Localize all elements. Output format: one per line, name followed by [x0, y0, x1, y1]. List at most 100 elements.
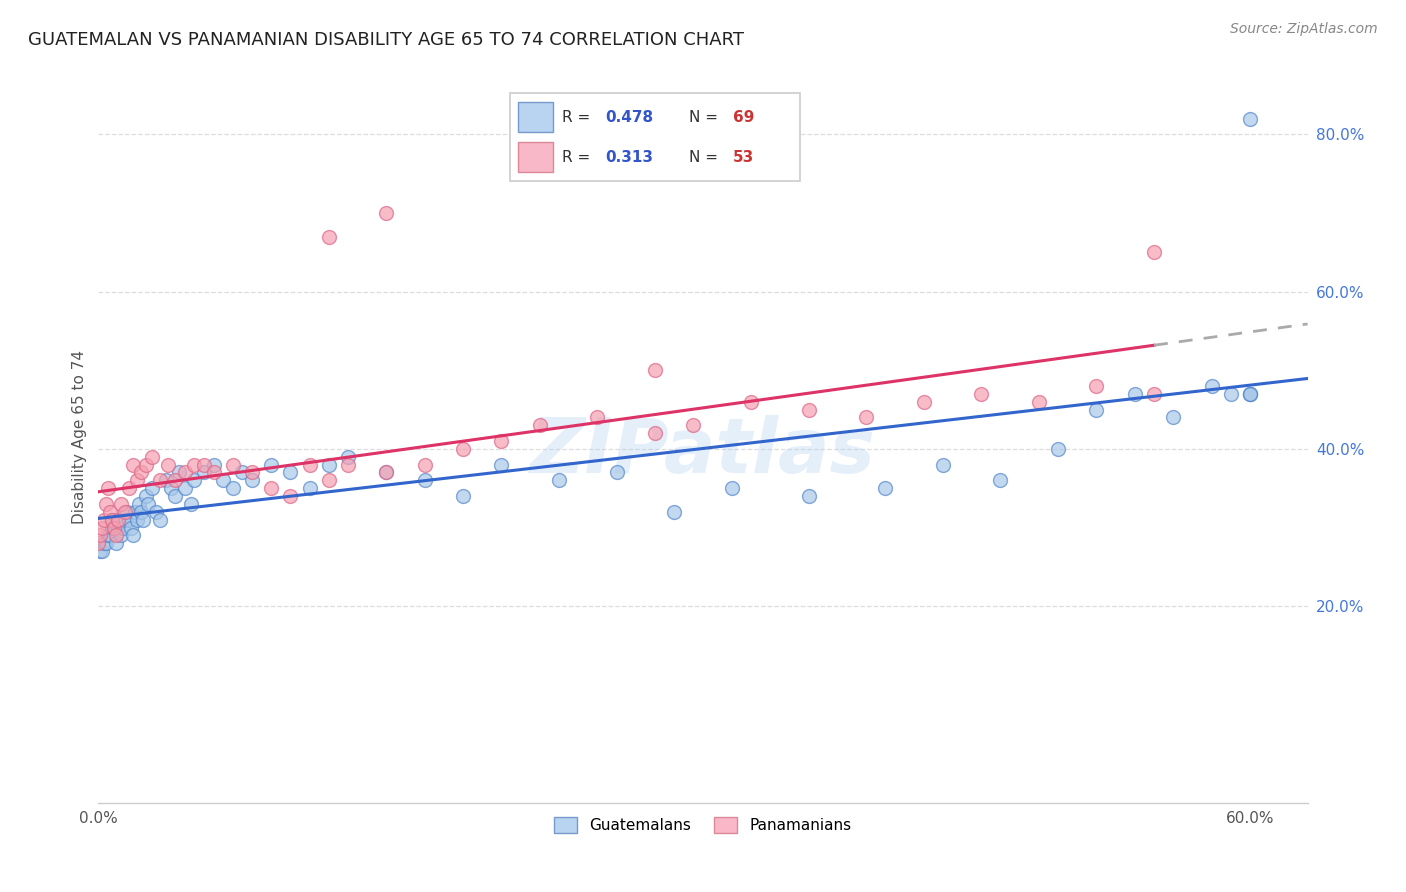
Point [115, 505, 138, 519]
Point [664, 505, 686, 519]
Point [93, 513, 115, 527]
Point [280, 466, 302, 480]
Point [222, 458, 245, 472]
Point [167, 466, 190, 480]
Point [110, 528, 132, 542]
Point [149, 513, 172, 527]
Point [875, 481, 897, 495]
Point [797, 489, 820, 503]
Point [118, 481, 141, 495]
Point [548, 473, 571, 487]
Point [336, 450, 359, 464]
Point [98, 505, 121, 519]
Point [740, 394, 762, 409]
Point [129, 505, 152, 519]
Text: GUATEMALAN VS PANAMANIAN DISABILITY AGE 65 TO 74 CORRELATION CHART: GUATEMALAN VS PANAMANIAN DISABILITY AGE … [28, 31, 744, 49]
Point [97, 528, 120, 542]
Point [103, 520, 125, 534]
Point [107, 513, 129, 527]
Point [451, 489, 474, 503]
Point [91, 544, 114, 558]
Point [101, 513, 124, 527]
Point [125, 513, 148, 527]
Point [180, 497, 202, 511]
Point [644, 363, 666, 377]
Point [1161, 410, 1184, 425]
Point [160, 481, 183, 495]
Point [1028, 394, 1050, 409]
Point [141, 450, 163, 464]
Point [298, 481, 321, 495]
Point [491, 458, 513, 472]
Point [318, 458, 340, 472]
Point [1239, 387, 1261, 401]
Point [212, 473, 235, 487]
Text: ZIPatlas: ZIPatlas [530, 415, 876, 489]
Point [125, 473, 148, 487]
Point [1085, 402, 1108, 417]
Point [107, 513, 129, 527]
Point [491, 434, 513, 448]
Point [104, 528, 127, 542]
Point [240, 473, 263, 487]
Point [145, 505, 167, 519]
Point [990, 473, 1012, 487]
Point [1085, 379, 1108, 393]
Point [101, 513, 124, 527]
Point [644, 426, 666, 441]
Point [155, 473, 177, 487]
Point [98, 528, 121, 542]
Point [135, 489, 157, 503]
Point [1239, 387, 1261, 401]
Point [193, 466, 215, 480]
Point [682, 418, 704, 433]
Point [107, 520, 129, 534]
Text: Source: ZipAtlas.com: Source: ZipAtlas.com [1230, 22, 1378, 37]
Point [110, 497, 132, 511]
Point [413, 458, 436, 472]
Point [202, 466, 225, 480]
Point [141, 481, 163, 495]
Point [183, 458, 205, 472]
Point [529, 418, 551, 433]
Point [451, 442, 474, 456]
Point [222, 481, 245, 495]
Point [112, 520, 135, 534]
Point [101, 520, 124, 534]
Point [855, 410, 877, 425]
Point [1047, 442, 1070, 456]
Point [932, 458, 955, 472]
Point [1239, 112, 1261, 126]
Point [797, 402, 820, 417]
Point [375, 206, 398, 220]
Point [280, 489, 302, 503]
Point [1219, 387, 1241, 401]
Point [1239, 387, 1261, 401]
Point [135, 458, 157, 472]
Point [1123, 387, 1146, 401]
Point [1143, 387, 1166, 401]
Point [94, 497, 117, 511]
Point [202, 458, 225, 472]
Point [231, 466, 253, 480]
Point [97, 481, 120, 495]
Point [93, 536, 115, 550]
Point [165, 489, 187, 503]
Legend: Guatemalans, Panamanians: Guatemalans, Panamanians [548, 811, 858, 839]
Point [413, 473, 436, 487]
Point [91, 520, 114, 534]
Point [87, 536, 110, 550]
Point [114, 505, 136, 519]
Point [193, 458, 215, 472]
Point [149, 473, 172, 487]
Point [318, 473, 340, 487]
Point [114, 513, 136, 527]
Point [240, 466, 263, 480]
Point [156, 458, 179, 472]
Point [136, 497, 159, 511]
Point [183, 473, 205, 487]
Point [970, 387, 993, 401]
Point [122, 458, 145, 472]
Y-axis label: Disability Age 65 to 74: Disability Age 65 to 74 [72, 350, 87, 524]
Point [129, 466, 152, 480]
